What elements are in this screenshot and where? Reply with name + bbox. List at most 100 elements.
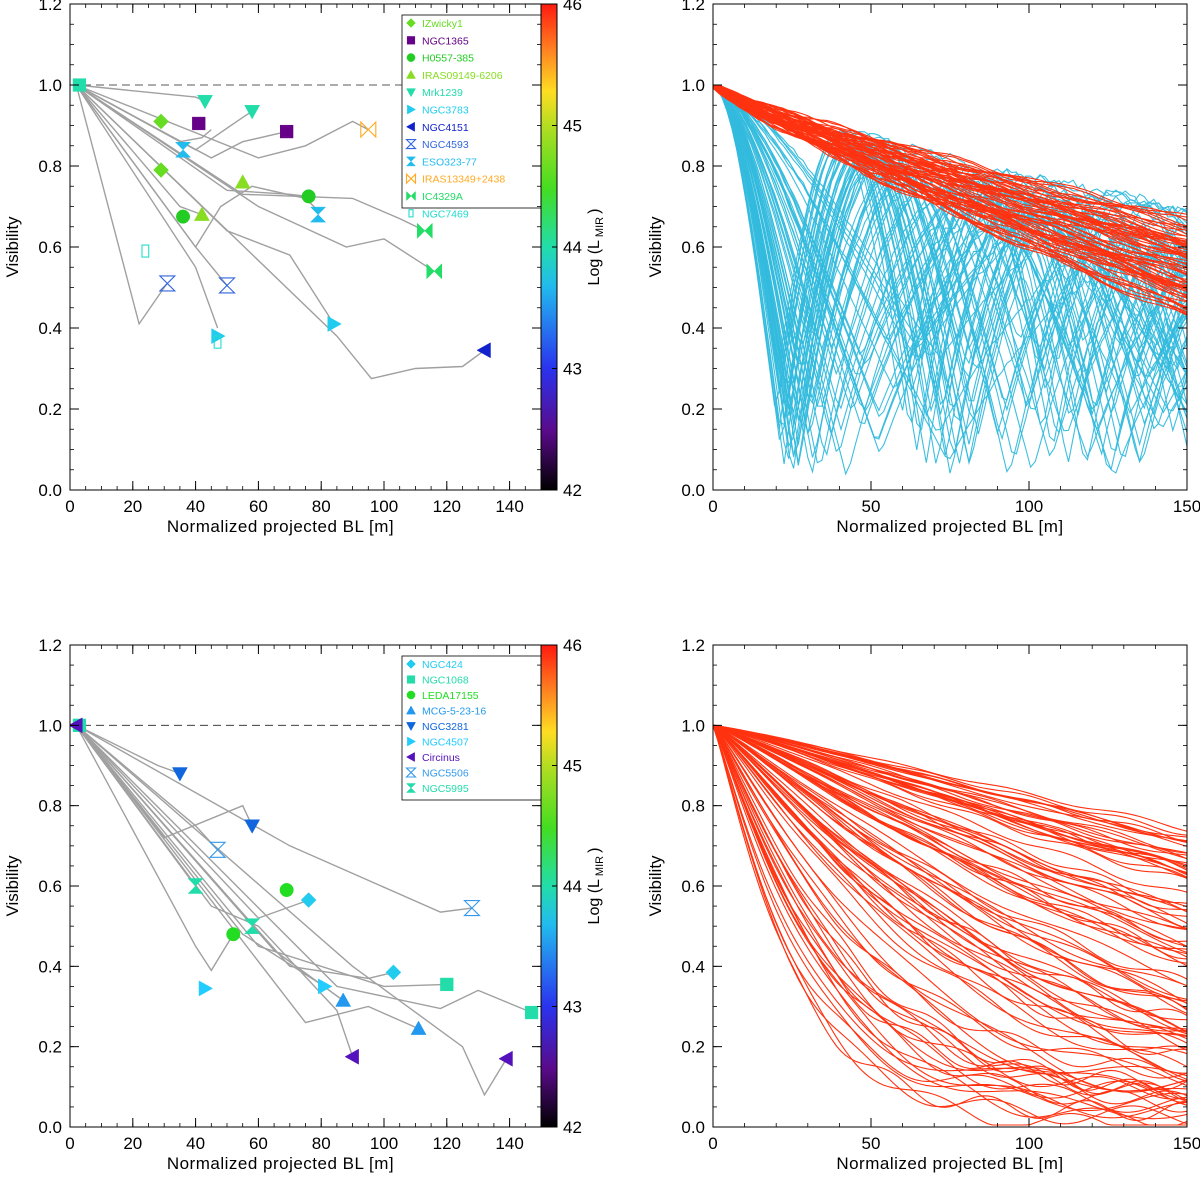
model-curve — [75, 724, 394, 980]
model-curve-cyan — [713, 84, 1187, 447]
legend-marker-ngc5995 — [405, 783, 417, 793]
chart-panel-top-left: IZwicky1 NGC1365 H0557-385 IRAS09149-6206 Mr… — [3, 0, 606, 536]
model-curve — [75, 724, 309, 919]
legend-label: MCG-5-23-16 — [422, 706, 486, 718]
model-curve-red — [713, 724, 1187, 942]
model-curve-red — [713, 724, 1187, 879]
model-curve — [75, 724, 197, 887]
model-curve-cyan — [713, 84, 1187, 414]
data-point-ngc5506 — [463, 900, 481, 917]
model-curve-red — [713, 724, 1187, 1079]
model-curve-cyan — [713, 84, 1187, 466]
legend-label: H0557-385 — [422, 53, 474, 65]
model-curve-red — [713, 724, 1187, 1074]
legend-box — [401, 655, 543, 801]
legend-label: NGC5995 — [422, 783, 469, 795]
plot-area — [70, 78, 541, 380]
x-tick-label: 50 — [862, 497, 881, 516]
legend-marker-ngc424 — [406, 659, 416, 669]
legend-label: Circinus — [422, 752, 460, 764]
x-axis-label: Normalized projected BL [m] — [167, 1154, 394, 1173]
data-point-izwicky1 — [153, 113, 169, 130]
model-curve — [75, 84, 485, 380]
y-tick-label: 0.6 — [38, 877, 62, 896]
model-curve-cyan — [713, 84, 1187, 376]
legend-label: IC4329A — [422, 191, 463, 203]
model-curve-red — [713, 724, 1187, 1021]
legend-marker-mcg-5-23-16 — [406, 705, 416, 715]
model-curve-red — [713, 724, 1187, 1014]
x-tick-label: 150 — [1173, 1134, 1200, 1153]
legend-label: NGC3281 — [422, 721, 469, 733]
data-point-ngc424 — [385, 964, 402, 981]
y-tick-label: 1.0 — [38, 76, 62, 95]
data-point-ngc4593 — [218, 277, 236, 294]
legend-label: LEDA17155 — [422, 690, 479, 702]
model-curve — [75, 84, 203, 216]
x-tick-label: 40 — [186, 1134, 205, 1153]
legend-label: IRAS13349+2438 — [422, 174, 505, 186]
x-tick-label: 20 — [123, 1134, 142, 1153]
data-point-ngc5995 — [244, 918, 261, 934]
colorbar-label: Log (L MIR) — [586, 209, 606, 286]
model-curve — [75, 84, 335, 325]
x-tick-label: 50 — [862, 1134, 881, 1153]
colorbar-tick-label: 46 — [563, 636, 582, 655]
legend-label: NGC5506 — [422, 768, 469, 780]
data-point-ic4329a — [417, 222, 433, 239]
model-curve-red — [713, 725, 1187, 1103]
colorbar-tick-label: 43 — [563, 360, 582, 379]
colorbar-tick-label: 43 — [563, 998, 582, 1017]
colorbar-label-sub: MIR — [594, 856, 606, 876]
model-curve-red — [713, 724, 1187, 1104]
y-tick-label: 0.4 — [681, 957, 705, 976]
model-curve — [75, 724, 344, 1002]
model-curve-red — [713, 724, 1187, 1082]
y-tick-label: 0.8 — [38, 797, 62, 816]
model-curve — [75, 724, 253, 839]
model-curve-red — [713, 724, 1187, 931]
model-curve-red — [713, 84, 1187, 298]
model-curve-red — [713, 87, 1187, 246]
model-curve — [75, 84, 287, 159]
y-tick-label: 1.2 — [681, 0, 705, 14]
model-curve-cyan — [713, 84, 1187, 414]
data-point-ngc1365 — [280, 124, 294, 139]
data-point-izwicky1 — [153, 162, 169, 178]
y-tick-label: 0.0 — [681, 481, 705, 500]
model-curve-red — [713, 724, 1187, 1032]
chart-panel-bottom-left: NGC424 NGC1068 LEDA17155 MCG-5-23-16 NGC3281… — [3, 636, 606, 1173]
legend-label: NGC424 — [422, 659, 463, 671]
y-tick-label: 0.4 — [38, 957, 62, 976]
y-tick-label: 0.6 — [38, 238, 62, 257]
colorbar-tick-label: 44 — [563, 877, 582, 896]
model-curve-red — [713, 87, 1187, 283]
data-point-circinus — [344, 1048, 359, 1065]
x-tick-label: 40 — [186, 497, 205, 516]
x-tick-label: 150 — [1173, 497, 1200, 516]
model-curve-red — [713, 724, 1187, 1051]
model-curve — [75, 724, 508, 1097]
model-curve — [75, 724, 181, 775]
data-point-ngc3281 — [171, 767, 188, 782]
colorbar-tick-label: 42 — [563, 1118, 582, 1137]
model-curve-red — [713, 724, 1187, 1016]
model-curve — [75, 724, 472, 913]
chart-panel-bottom-right: 0 50 100 150 0.0 0.2 0.4 0.6 0.8 1.0 1.2 Normalized… — [646, 636, 1200, 1173]
model-curve — [75, 84, 309, 198]
legend-marker-iras13349+2438 — [405, 172, 417, 185]
y-tick-label: 0.2 — [38, 400, 62, 419]
x-tick-label: 0 — [65, 1134, 74, 1153]
model-curve-red — [713, 724, 1187, 1010]
model-curve-red — [713, 724, 1187, 987]
data-point-ngc4151 — [476, 342, 491, 359]
data-point-mrk1239 — [244, 105, 261, 120]
data-point-mcg-5-23-16 — [335, 992, 352, 1007]
legend-marker-ngc1068 — [406, 675, 416, 684]
data-point-iras09149-6206 — [234, 174, 251, 189]
model-curve-red — [713, 724, 1187, 1092]
model-curve-red — [713, 724, 1187, 924]
model-curve-red — [713, 724, 1187, 987]
colorbar-tick-label: 42 — [563, 481, 582, 500]
